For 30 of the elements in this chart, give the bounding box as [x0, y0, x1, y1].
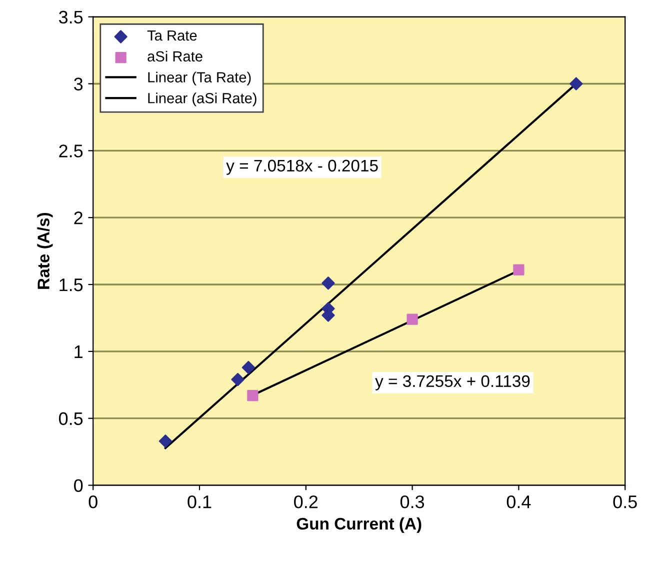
x-tick-label: 0.1 — [188, 495, 212, 508]
point — [513, 264, 524, 276]
x-tick-label: 0.5 — [613, 495, 637, 508]
y-tick-label: 1 — [74, 346, 82, 358]
y-tick-label: 3.5 — [58, 10, 83, 24]
legend-label: Ta Rate — [147, 30, 197, 41]
y-axis-title: Rate (A/s) — [37, 212, 53, 289]
point — [231, 372, 244, 386]
x-tick-label: 0.3 — [400, 495, 424, 508]
point — [247, 390, 258, 402]
x-tick-label: 0.4 — [506, 495, 531, 508]
legend-label: Linear (Ta Rate) — [148, 72, 251, 86]
legend-label: aSi Rate — [148, 50, 202, 62]
x-tick-label: 0 — [88, 495, 98, 508]
annotation: y = 7.0518x - 0.2015 — [226, 160, 378, 175]
point — [406, 314, 418, 325]
point — [322, 276, 335, 290]
y-tick-label: 1.5 — [60, 278, 83, 292]
y-tick-label: 0.5 — [58, 412, 83, 426]
y-tick-label: 2.5 — [59, 144, 83, 158]
y-tick-label: 2 — [74, 212, 82, 224]
annotation: y = 3.7255x + 0.1139 — [375, 375, 530, 390]
legend-label: Linear (aSi Rate) — [148, 92, 256, 106]
y-tick-label: 0 — [74, 479, 83, 492]
point — [570, 77, 583, 90]
x-axis-title: Gun Current (A) — [296, 517, 422, 533]
point — [242, 360, 256, 374]
y-tick-label: 3 — [74, 78, 83, 90]
x-tick-label: 0.2 — [294, 495, 318, 508]
point — [158, 434, 172, 448]
